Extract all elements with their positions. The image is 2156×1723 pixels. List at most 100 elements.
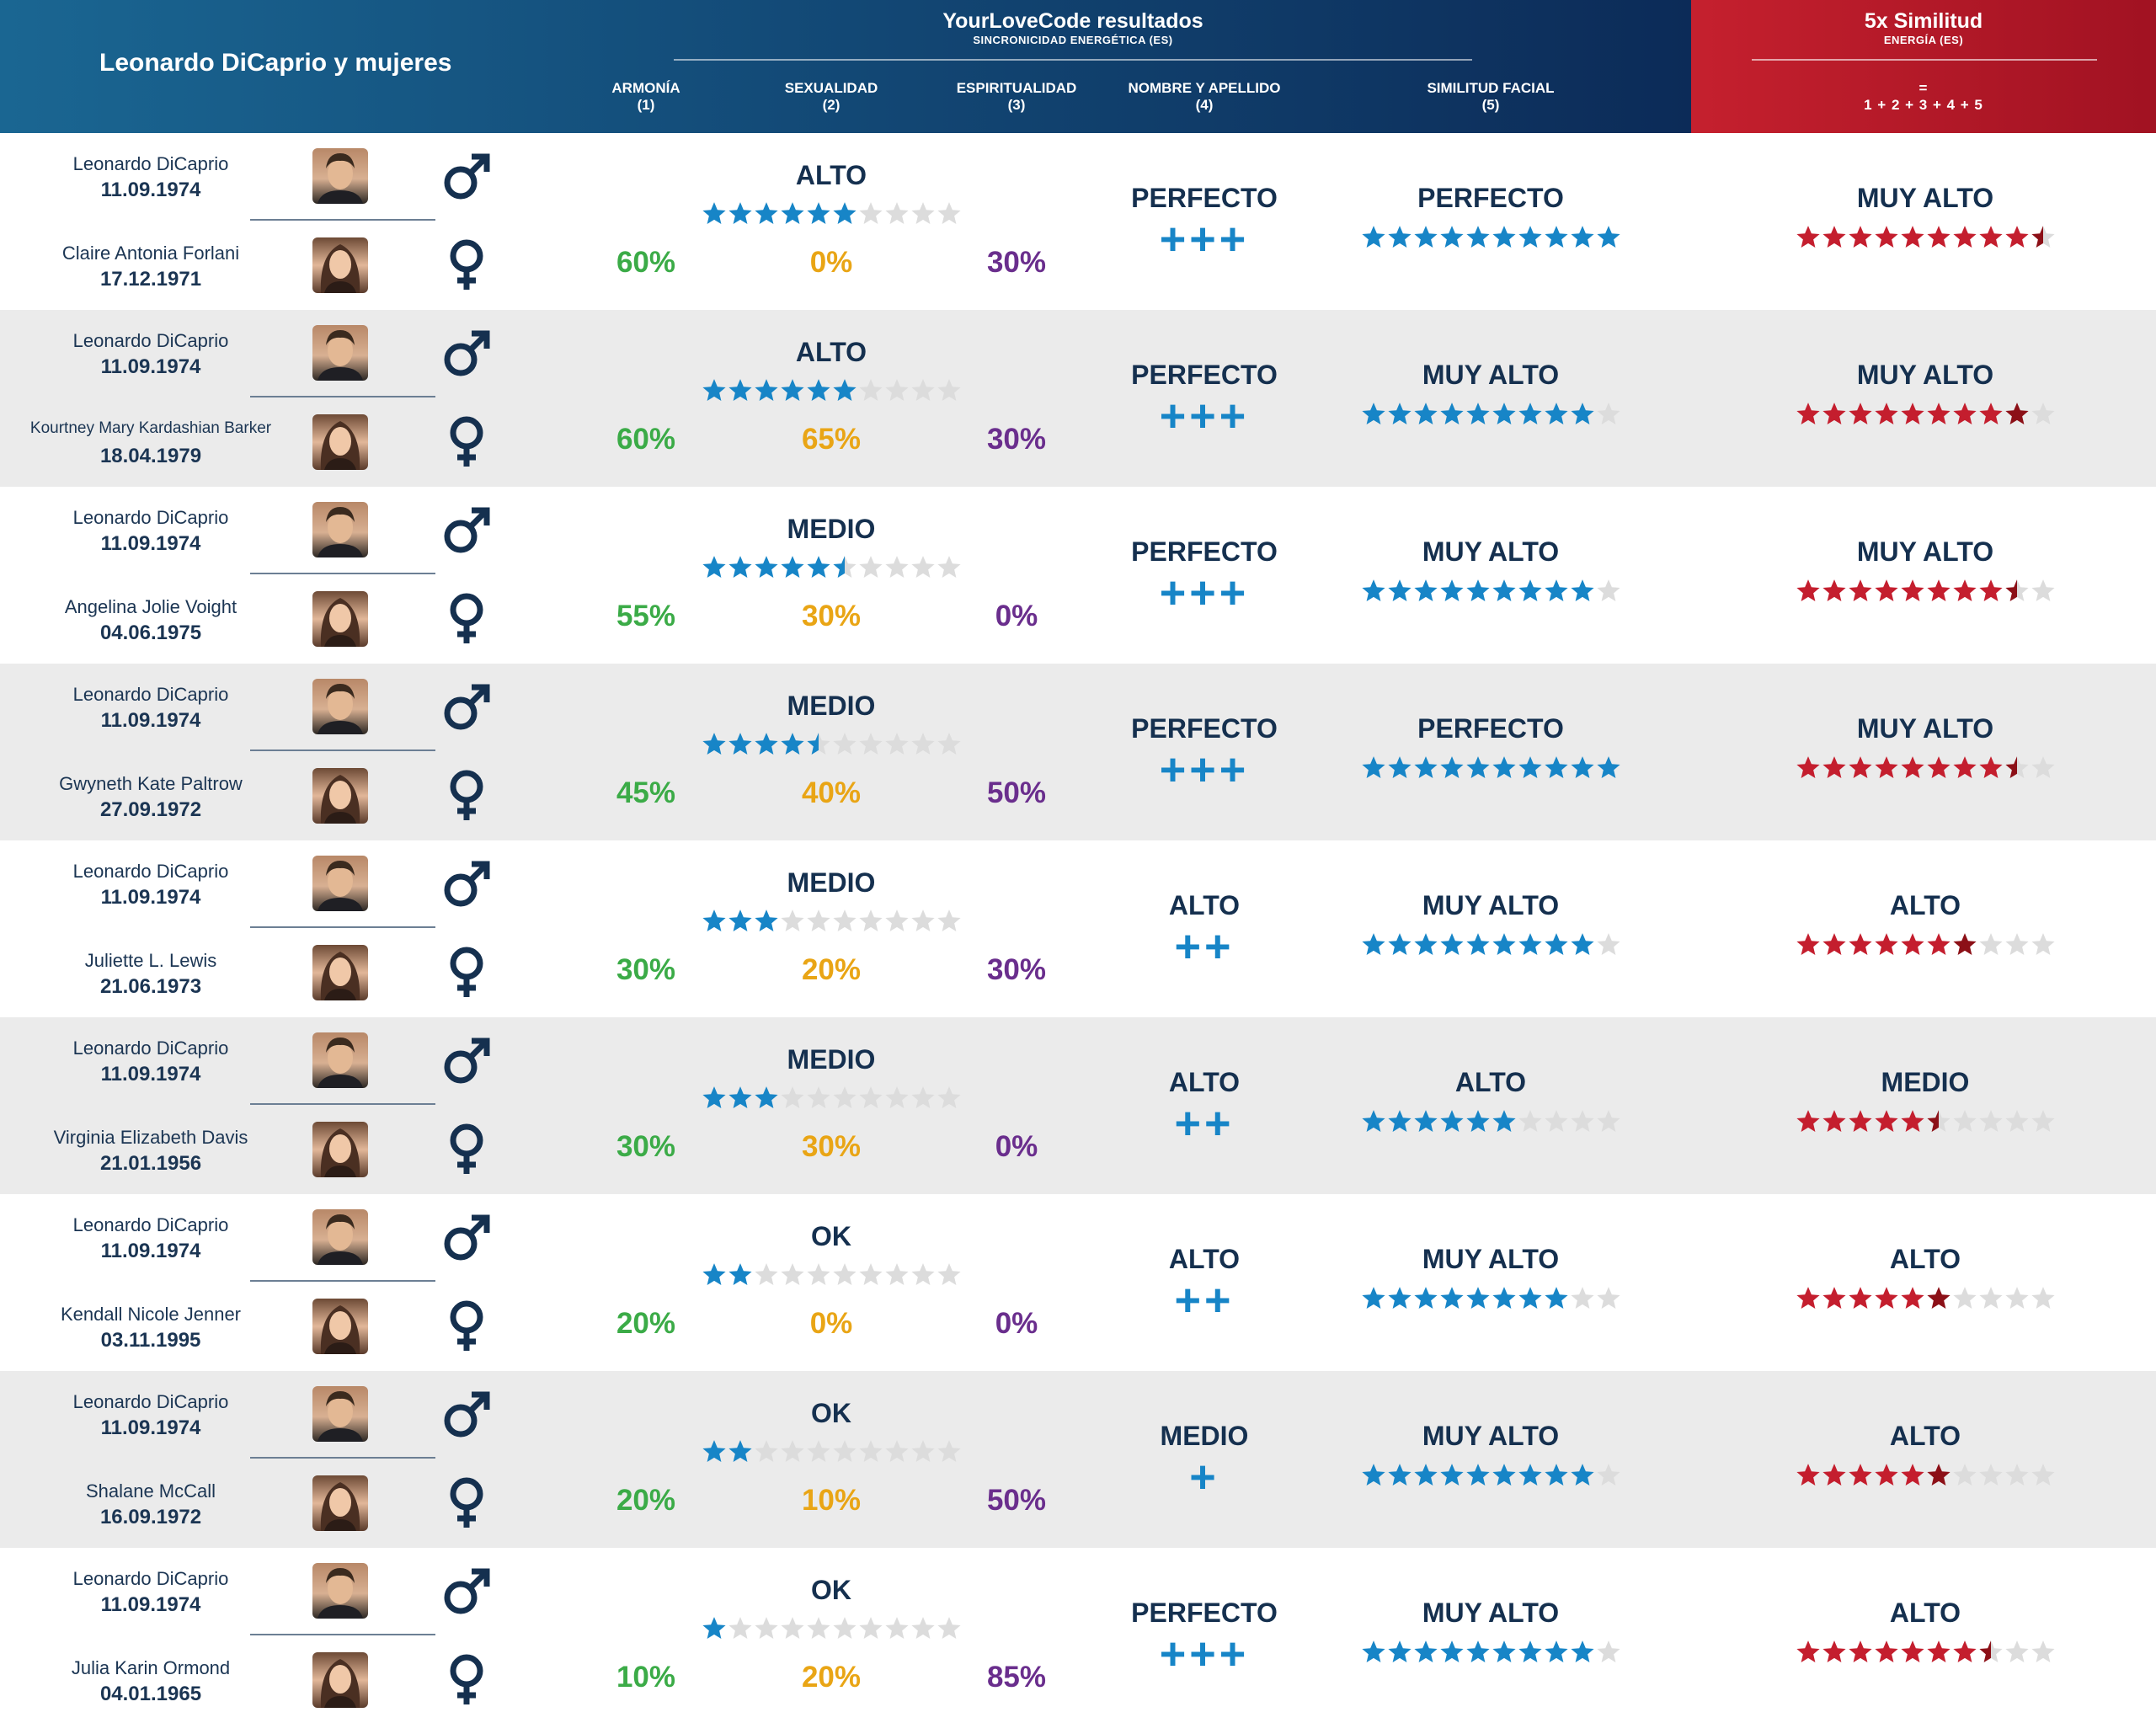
sexuality-level: MEDIO: [787, 514, 876, 544]
star-icon: [1413, 1464, 1438, 1486]
similarity-stars: [1795, 578, 2056, 605]
person1-name: Leonardo DiCaprio: [72, 1568, 229, 1589]
star-icon: [1874, 226, 1898, 248]
star-icon: [1926, 756, 1951, 778]
star-icon: [728, 1617, 752, 1639]
spirituality-percent: 0%: [995, 1307, 1038, 1340]
star-icon: [1387, 756, 1412, 778]
person2-birthdate: 04.06.1975: [99, 621, 202, 644]
similarity-stars: [1795, 1639, 2056, 1666]
similarity-header: 5x Similitud ENERGÍA (ES): [1691, 8, 2156, 47]
male-symbol-icon: [440, 1034, 494, 1088]
person1-name: Leonardo DiCaprio: [72, 153, 229, 174]
sexuality-stars: [701, 554, 962, 581]
star-icon: [1874, 403, 1898, 424]
similarity-formula: = 1 + 2 + 3 + 4 + 5: [1691, 80, 2156, 114]
star-icon: [1848, 1287, 1872, 1309]
star-icon: [1413, 1287, 1438, 1309]
star-icon: [1926, 403, 1951, 424]
person2-birthdate: 03.11.1995: [100, 1329, 201, 1352]
facial-stars: [1360, 224, 1621, 251]
plus-icon: ++: [1174, 1275, 1235, 1326]
star-icon: [1439, 1287, 1464, 1309]
star-icon: [1596, 579, 1620, 601]
star-icon: [1361, 579, 1385, 601]
similarity-stars: [1795, 1285, 2056, 1312]
female-symbol-icon: [440, 768, 494, 822]
similarity-level: MUY ALTO: [1856, 713, 1994, 744]
star-icon: [937, 1263, 961, 1285]
star-icon: [1822, 1640, 1846, 1662]
plus-icon: +++: [1159, 1629, 1250, 1679]
star-icon: [702, 1617, 726, 1639]
star-icon: [910, 1263, 935, 1285]
star-icon: [884, 202, 909, 224]
star-icon: [1387, 933, 1412, 955]
star-icon: [1492, 403, 1516, 424]
star-icon: [2031, 226, 2055, 248]
star-icon: [780, 556, 804, 578]
star-icon: [1413, 1640, 1438, 1662]
star-icon: [1848, 933, 1872, 955]
sexuality-level: MEDIO: [787, 867, 876, 898]
star-icon: [884, 733, 909, 755]
star-icon: [728, 733, 752, 755]
star-icon: [1570, 756, 1594, 778]
column-label: ESPIRITUALIDAD: [956, 80, 1077, 96]
star-icon: [1492, 226, 1516, 248]
star-icon: [754, 733, 778, 755]
star-icon: [702, 1263, 726, 1285]
column-number: (5): [1481, 97, 1500, 113]
star-icon: [1518, 1110, 1542, 1132]
male-symbol-icon: [440, 327, 494, 381]
person2-avatar: [312, 945, 368, 1000]
person1-name: Leonardo DiCaprio: [72, 1214, 229, 1235]
star-icon: [754, 556, 778, 578]
column-number: (3): [1007, 97, 1026, 113]
star-icon: [1796, 756, 1820, 778]
female-symbol-icon: [440, 1475, 494, 1529]
results-title: YourLoveCode resultados: [942, 9, 1203, 33]
star-icon: [1387, 1640, 1412, 1662]
star-icon: [884, 379, 909, 401]
star-icon: [1439, 756, 1464, 778]
star-icon: [754, 1086, 778, 1108]
star-icon: [937, 556, 961, 578]
person2-avatar: [312, 1652, 368, 1708]
star-icon: [910, 1086, 935, 1108]
star-icon: [1439, 226, 1464, 248]
similarity-stars: [1795, 401, 2056, 428]
person2-name: Gwyneth Kate Paltrow: [59, 773, 243, 794]
star-icon: [1465, 579, 1490, 601]
star-icon: [1822, 1287, 1846, 1309]
spirituality-percent: 85%: [986, 1661, 1047, 1694]
star-icon: [1952, 1287, 1977, 1309]
comparison-row: Leonardo DiCaprio 11.09.1974 Angelina Jo…: [0, 487, 2156, 664]
comparison-row: Leonardo DiCaprio 11.09.1974 Gwyneth Kat…: [0, 664, 2156, 840]
sexuality-stars: [701, 1438, 962, 1465]
harmony-percent: 30%: [616, 1130, 676, 1163]
star-icon: [1874, 579, 1898, 601]
harmony-percent: 60%: [616, 246, 676, 279]
sexuality-level: ALTO: [795, 160, 867, 190]
person2-name: Kourtney Mary Kardashian Barker: [29, 419, 272, 437]
comparison-row: Leonardo DiCaprio 11.09.1974 Kendall Nic…: [0, 1194, 2156, 1371]
star-icon: [1570, 1110, 1594, 1132]
sexuality-percent: 30%: [801, 600, 862, 632]
star-icon: [728, 202, 752, 224]
person1-birthdate: 11.09.1974: [100, 709, 201, 732]
plus-icon: +++: [1159, 214, 1250, 264]
person2-birthdate: 17.12.1971: [99, 268, 202, 291]
star-icon: [1518, 226, 1542, 248]
facial-stars: [1360, 755, 1621, 781]
person-divider: [250, 1634, 435, 1635]
person1-name: Leonardo DiCaprio: [72, 507, 229, 528]
star-icon: [1926, 1464, 1951, 1486]
person2-avatar: [312, 1299, 368, 1354]
star-icon: [1952, 1464, 1977, 1486]
person1-avatar: [312, 148, 368, 204]
star-icon: [1952, 579, 1977, 601]
star-icon: [1978, 1110, 2003, 1132]
star-icon: [1465, 403, 1490, 424]
star-icon: [780, 379, 804, 401]
